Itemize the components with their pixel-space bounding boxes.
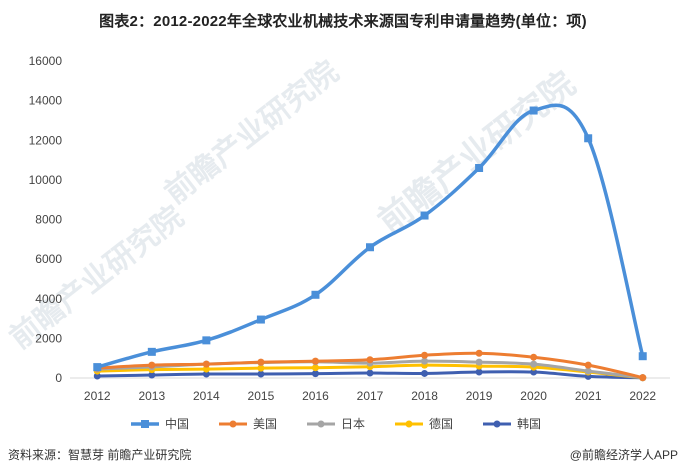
data-point (421, 369, 429, 377)
legend-label: 美国 (253, 417, 277, 431)
legend-marker (493, 420, 501, 428)
data-point (420, 211, 429, 220)
watermark-text-1: 前瞻产业研究院 (158, 54, 344, 210)
data-point (421, 351, 429, 359)
data-point (530, 353, 538, 361)
series-0 (93, 103, 647, 372)
x-tick-label: 2014 (193, 389, 220, 403)
legend-label: 中国 (165, 416, 189, 431)
axes: 0 2000 4000 6000 8000 10000 12000 14000 16000 201… (29, 54, 670, 403)
x-tick-label: 2018 (411, 389, 438, 403)
data-point (311, 290, 320, 299)
watermark: 前瞻产业研究院 前瞻产业研究院 前瞻产业研究院 (3, 54, 582, 355)
data-point (529, 106, 538, 115)
x-tick-label: 2013 (138, 389, 165, 403)
legend-label: 德国 (429, 416, 453, 431)
watermark-text-2: 前瞻产业研究院 (371, 64, 583, 241)
x-tick-label: 2015 (248, 389, 275, 403)
legend-item: 韩国 (483, 416, 541, 431)
x-tick-label: 2012 (84, 389, 111, 403)
data-point (530, 368, 538, 376)
y-tick-label: 12000 (29, 133, 63, 147)
data-point (584, 134, 593, 143)
data-point (311, 364, 319, 372)
data-point (257, 370, 265, 378)
data-point (584, 361, 592, 369)
legend-item: 德国 (395, 416, 453, 431)
data-point (421, 357, 429, 365)
y-tick-label: 2000 (35, 331, 62, 345)
series-line (95, 103, 645, 369)
data-point (639, 374, 647, 382)
data-point (366, 243, 374, 252)
data-point (202, 360, 210, 368)
series-layer (93, 103, 647, 382)
data-point (148, 371, 156, 379)
data-point (475, 368, 483, 376)
legend-label: 韩国 (517, 416, 541, 431)
data-point (93, 363, 102, 372)
data-point (584, 367, 592, 375)
data-point (475, 163, 484, 172)
legend-marker (229, 420, 237, 428)
data-point (93, 372, 101, 380)
data-point (311, 370, 319, 378)
x-tick-label: 2022 (629, 389, 656, 403)
y-tick-label: 4000 (35, 292, 62, 306)
legend-marker (317, 420, 325, 428)
data-point (311, 357, 319, 365)
data-point (202, 370, 210, 378)
data-point (148, 361, 156, 369)
legend-marker (405, 420, 413, 428)
data-point (256, 315, 265, 324)
data-point (530, 360, 538, 368)
data-point (257, 364, 265, 372)
x-tick-label: 2016 (302, 389, 329, 403)
y-tick-label: 16000 (29, 54, 63, 68)
x-tick-label: 2019 (466, 389, 493, 403)
chart-title: 图表2：2012-2022年全球农业机械技术来源国专利申请量趋势(单位：项) (99, 13, 587, 30)
data-point (257, 358, 265, 366)
legend: 中国 美国 日本 德国 韩国 (131, 416, 541, 431)
legend-item: 美国 (219, 417, 277, 431)
watermark-text-3: 前瞻产业研究院 (3, 199, 189, 355)
legend-item: 中国 (131, 416, 189, 431)
y-tick-label: 14000 (29, 94, 63, 108)
y-tick-label: 8000 (35, 213, 62, 227)
legend-item: 日本 (307, 417, 365, 431)
data-point (147, 347, 156, 356)
brand-label: @前瞻经济学人APP (569, 448, 678, 462)
data-point (202, 365, 210, 373)
source-note: 资料来源：智慧芽 前瞻产业研究院 (8, 448, 192, 462)
y-tick-label: 0 (55, 371, 62, 385)
data-point (366, 369, 374, 377)
legend-label: 日本 (341, 417, 365, 431)
x-tick-label: 2021 (575, 389, 602, 403)
y-tick-label: 6000 (35, 252, 62, 266)
data-point (475, 358, 483, 366)
data-point (638, 352, 647, 361)
y-tick-label: 10000 (29, 173, 63, 187)
series-1 (93, 349, 647, 382)
x-tick-label: 2017 (357, 389, 384, 403)
data-point (202, 336, 211, 345)
data-point (366, 356, 374, 364)
legend-marker (141, 420, 149, 428)
data-point (475, 349, 483, 357)
x-tick-label: 2020 (520, 389, 547, 403)
